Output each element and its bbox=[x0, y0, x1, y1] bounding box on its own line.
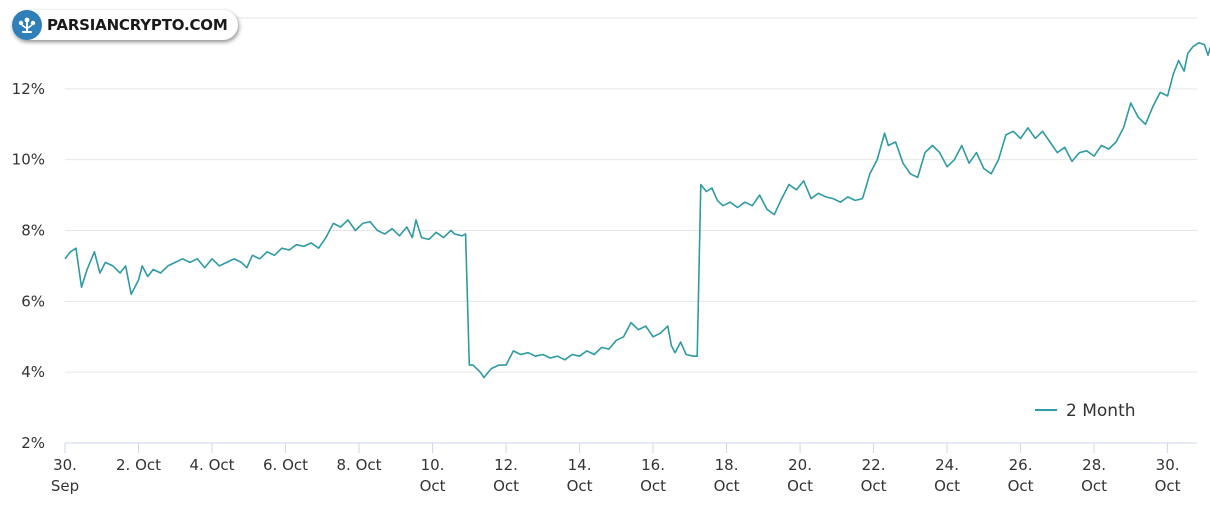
x-tick-label: 12. bbox=[494, 456, 518, 474]
plot-area bbox=[64, 42, 1210, 379]
x-tick-label: 6. Oct bbox=[263, 456, 308, 474]
legend[interactable]: 2 Month bbox=[1035, 401, 1136, 421]
x-tick-label: 4. Oct bbox=[190, 456, 235, 474]
x-tick-label-line2: Oct bbox=[787, 477, 813, 495]
x-tick-label-line2: Oct bbox=[1155, 477, 1181, 495]
x-tick-label: 14. bbox=[568, 456, 592, 474]
legend-label: 2 Month bbox=[1066, 401, 1136, 421]
x-tick-label: 16. bbox=[641, 456, 665, 474]
x-tick-label-line2: Oct bbox=[640, 477, 666, 495]
x-tick-label: 20. bbox=[788, 456, 812, 474]
brand-logo: PARSIANCRYPTO.COM bbox=[12, 10, 238, 40]
x-tick-label: 30. bbox=[1156, 456, 1180, 474]
y-axis: 2% 4% 6% 8% 10% 12% bbox=[12, 80, 45, 452]
brand-name: PARSIANCRYPTO.COM bbox=[47, 16, 228, 34]
x-tick-label-line2: Oct bbox=[420, 477, 446, 495]
y-tick-label: 8% bbox=[21, 222, 45, 240]
x-tick-label-line2: Oct bbox=[934, 477, 960, 495]
x-tick-label-line2: Oct bbox=[1081, 477, 1107, 495]
x-tick-label-line2: Oct bbox=[714, 477, 740, 495]
x-tick-label-line2: Oct bbox=[493, 477, 519, 495]
y-gridlines bbox=[65, 17, 1197, 373]
x-tick-label: 30. bbox=[53, 456, 77, 474]
x-tick-label-line2: Oct bbox=[1008, 477, 1034, 495]
x-tick-label: 24. bbox=[935, 456, 959, 474]
x-tick-label-line2: Oct bbox=[567, 477, 593, 495]
x-tick-label: 2. Oct bbox=[116, 456, 161, 474]
x-tick-label-line2: Oct bbox=[861, 477, 887, 495]
y-tick-label: 6% bbox=[21, 292, 45, 310]
y-tick-label: 10% bbox=[12, 151, 45, 169]
tree-icon bbox=[12, 10, 42, 40]
x-tick-label-line2: Sep bbox=[51, 477, 79, 495]
x-tick-label: 8. Oct bbox=[337, 456, 382, 474]
x-tick-label: 10. bbox=[421, 456, 445, 474]
x-tick-label: 22. bbox=[862, 456, 886, 474]
y-tick-label: 2% bbox=[21, 434, 45, 452]
x-tick-label: 28. bbox=[1082, 456, 1106, 474]
x-axis: 30. Sep 2. Oct 4. Oct 6. Oct 8. Oct 10. Oct 12. O… bbox=[51, 442, 1197, 495]
y-tick-label: 12% bbox=[12, 80, 45, 98]
x-tick-label: 26. bbox=[1009, 456, 1033, 474]
y-tick-label: 4% bbox=[21, 363, 45, 381]
x-tick-label: 18. bbox=[715, 456, 739, 474]
series-line bbox=[64, 42, 1210, 379]
